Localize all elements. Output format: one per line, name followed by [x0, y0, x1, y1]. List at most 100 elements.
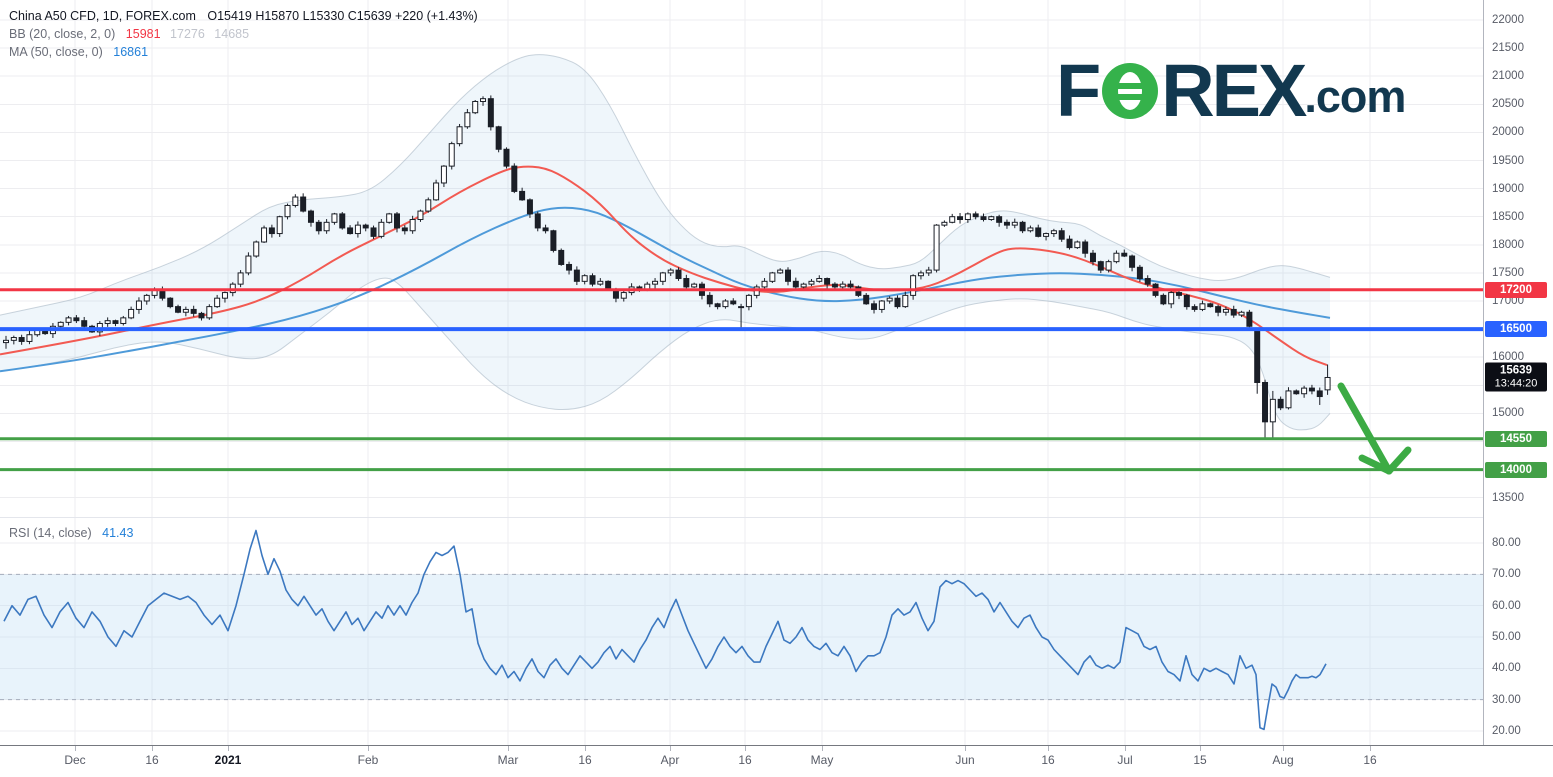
candle-down — [972, 213, 979, 218]
rsi-legend[interactable]: RSI (14, close) 41.43 — [9, 524, 133, 542]
candle-down — [542, 227, 549, 232]
bb-basis-value: 15981 — [125, 27, 161, 41]
candle-down — [1160, 294, 1167, 305]
price-axis-label: 15000 — [1492, 407, 1524, 420]
candle-down — [167, 297, 174, 308]
candle-up — [214, 297, 221, 308]
candle-down — [362, 224, 369, 229]
rsi-axis-label: 80.00 — [1492, 537, 1521, 549]
ma-legend-row[interactable]: MA (50, close, 0) 16861 — [9, 43, 478, 61]
candle-down — [370, 227, 377, 237]
candle-down — [1230, 308, 1237, 316]
candle-up — [433, 182, 440, 201]
candle-up — [1269, 398, 1276, 423]
candle-up — [182, 308, 189, 313]
bb-legend-row[interactable]: BB (20, close, 2, 0) 15981 17276 14685 — [9, 25, 478, 43]
candle-down — [714, 303, 721, 308]
time-axis-label: Dec — [64, 753, 86, 767]
candle-down — [1293, 390, 1300, 395]
price-axis-label: 22000 — [1492, 14, 1524, 26]
pane-divider[interactable] — [0, 517, 1483, 518]
candle-up — [917, 272, 924, 277]
candle-up — [777, 269, 784, 274]
time-tick — [508, 746, 509, 751]
time-tick — [228, 746, 229, 751]
bb-upper-value: 17276 — [170, 27, 205, 41]
candle-up — [221, 292, 228, 299]
candle-up — [902, 294, 909, 308]
candle-up — [800, 283, 807, 288]
price-axis-border — [1483, 0, 1484, 745]
candle-down — [495, 126, 502, 150]
candle-up — [808, 280, 815, 285]
ma-value: 16861 — [113, 45, 149, 59]
rsi-axis-label: 70.00 — [1492, 568, 1521, 581]
time-tick — [670, 746, 671, 751]
candle-up — [409, 219, 416, 232]
candle-down — [175, 306, 182, 313]
logo-letter-f: F — [1056, 49, 1101, 132]
price-badge-15639: 15639 13:44:20 — [1485, 362, 1547, 392]
symbol-title: China A50 CFD, 1D, FOREX.com — [9, 9, 196, 23]
arrow-shaft[interactable] — [1337, 382, 1393, 475]
price-badge-14000: 14000 — [1485, 461, 1547, 478]
candle-down — [526, 199, 533, 215]
candle-down — [589, 275, 596, 285]
candle-up — [816, 278, 823, 282]
time-axis-label: 16 — [738, 753, 752, 767]
candle-up — [1238, 311, 1245, 316]
candle-down — [1262, 381, 1269, 423]
logo-coin-icon — [1102, 63, 1159, 119]
candle-down — [1246, 311, 1253, 327]
rsi-axis-label: 60.00 — [1492, 599, 1521, 612]
candle-up — [386, 213, 393, 223]
candle-up — [245, 255, 252, 274]
price-badge-16500: 16500 — [1485, 321, 1547, 338]
candle-down — [534, 213, 541, 229]
main-price-pane[interactable] — [0, 0, 1483, 518]
candle-down — [511, 165, 518, 192]
candle-up — [378, 221, 385, 237]
candle-down — [566, 263, 573, 271]
time-tick — [1125, 746, 1126, 751]
time-axis[interactable]: Dec 16 2021 Feb Mar 16 Apr 16 May Jun 16 Jul 15 Aug 16 — [0, 746, 1553, 777]
candle-up — [1168, 292, 1175, 305]
candle-up — [941, 221, 948, 226]
candle-up — [276, 216, 283, 235]
arrow-barb-left[interactable] — [1358, 454, 1393, 475]
candle-up — [464, 112, 471, 128]
price-axis-label: 17500 — [1492, 266, 1524, 279]
candle-up — [1011, 221, 1018, 226]
candle-up — [839, 283, 846, 288]
candle-down — [792, 280, 799, 288]
candle-up — [417, 210, 424, 221]
price-axis[interactable]: 22000 21500 21000 20500 20000 19500 19000 18500… — [1484, 0, 1553, 745]
candle-up — [128, 308, 135, 319]
candle-down — [1082, 241, 1089, 254]
candle-up — [988, 216, 995, 221]
candle-up — [456, 126, 463, 145]
price-badge-14550: 14550 — [1485, 430, 1547, 447]
time-axis-label: Apr — [660, 753, 680, 767]
rsi-label: RSI (14, close) — [9, 526, 92, 540]
candle-up — [910, 275, 917, 296]
rsi-pane[interactable] — [0, 518, 1483, 745]
candle-down — [112, 320, 119, 324]
candle-down — [401, 227, 408, 232]
candle-up — [1105, 261, 1112, 271]
rsi-axis-label: 30.00 — [1492, 693, 1521, 706]
candle-up — [331, 213, 338, 223]
rsi-value: 41.43 — [102, 526, 134, 540]
symbol-legend-row[interactable]: China A50 CFD, 1D, FOREX.com O15419 H158… — [9, 7, 478, 25]
candle-down — [683, 278, 690, 288]
candle-down — [847, 283, 854, 288]
candle-up — [480, 98, 487, 102]
time-axis-label: Mar — [497, 753, 519, 767]
arrow-barb-right[interactable] — [1385, 446, 1412, 475]
candle-up — [1043, 233, 1050, 237]
rsi-line — [3, 529, 1327, 731]
candle-up — [722, 300, 729, 308]
candle-up — [1074, 241, 1081, 249]
candle-down — [1089, 252, 1096, 263]
candle-down — [1066, 238, 1073, 249]
